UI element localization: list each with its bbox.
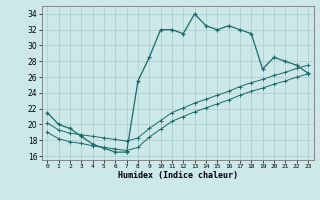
X-axis label: Humidex (Indice chaleur): Humidex (Indice chaleur) (118, 171, 237, 180)
